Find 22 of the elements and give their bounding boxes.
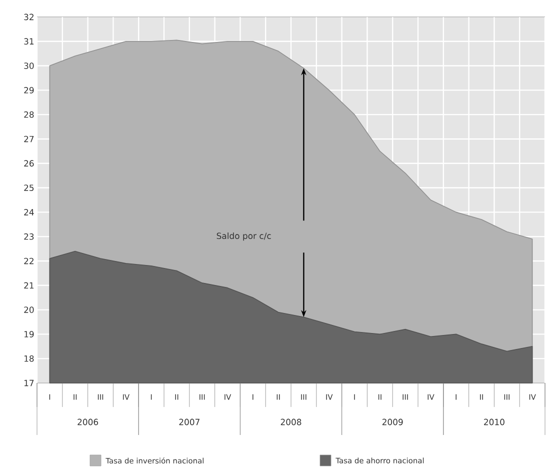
y-tick-label: 22: [24, 258, 34, 264]
y-tick-label: 19: [24, 330, 34, 338]
y-tick-label: 31: [24, 38, 34, 45]
y-tick-label: 28: [24, 111, 34, 118]
y-tick-label: 18: [24, 355, 34, 362]
y-tick-label: 27: [24, 136, 34, 142]
y-tick-label: 25: [24, 184, 34, 191]
text: 2008: [280, 418, 302, 426]
text: 2010: [484, 418, 504, 426]
y-tick-label: 30: [24, 62, 34, 69]
y-tick-label: 32: [24, 14, 34, 20]
y-tick-label: 21: [24, 282, 34, 289]
y-tick-label: 20: [24, 306, 34, 313]
y-tick-label: 29: [24, 86, 34, 94]
y-tick-label: 23: [24, 233, 34, 240]
annotation: Saldo por c/c: [216, 232, 271, 241]
text: 2007: [179, 418, 200, 426]
text: 2009: [382, 418, 403, 426]
y-tick-label: 17: [24, 380, 34, 386]
text: 2006: [78, 418, 98, 426]
y-tick-label: 26: [24, 160, 34, 167]
y-tick-label: 24: [24, 209, 34, 216]
